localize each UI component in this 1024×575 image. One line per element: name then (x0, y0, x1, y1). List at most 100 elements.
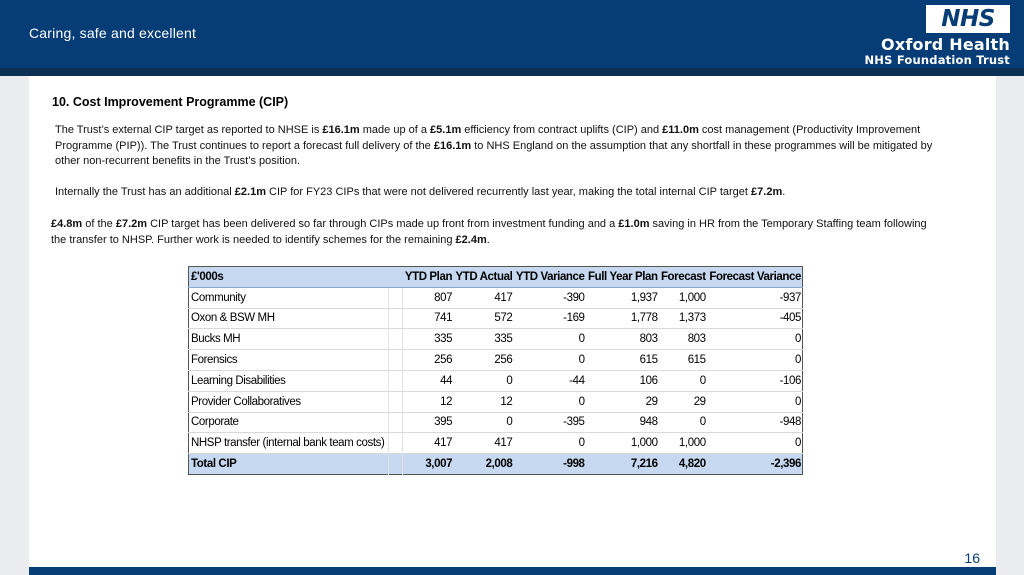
cell-row-label: Provider Collaboratives (188, 391, 389, 413)
cell-spacer (388, 391, 403, 413)
col-header-units: £'000s (188, 266, 389, 288)
cell-row-label: Corporate (188, 412, 389, 434)
cell-ytd-variance: 0 (513, 391, 586, 413)
cell-ytd-actual: 0 (453, 412, 514, 434)
paragraph-text: of the (82, 218, 116, 230)
cell-ytd-variance: -998 (563, 458, 585, 471)
cell-forecast-variance: -948 (706, 412, 803, 434)
cell-ytd-actual: 417 (453, 287, 514, 309)
cip-table: £'000s YTD Plan YTD Actual YTD Variance … (188, 266, 803, 475)
paragraph-text: Internally the Trust has an additional (55, 186, 235, 198)
cell-full-year-plan: 1,937 (585, 287, 659, 309)
cell-row-label: Learning Disabilities (188, 370, 389, 392)
cell-row-label: NHSP transfer (internal bank team costs) (188, 432, 389, 455)
cell-row-label: Bucks MH (188, 328, 389, 351)
cell-row-label: Forensics (188, 349, 389, 371)
cell-ytd-variance: -44 (513, 370, 586, 392)
cell-ytd-plan: 3,007 (425, 458, 453, 471)
cell-forecast: 803 (658, 328, 707, 351)
paragraph-text: CIP for FY23 CIPs that were not delivere… (265, 186, 752, 198)
cell-spacer (388, 308, 403, 330)
amount-highlight: £7.2m (115, 218, 148, 230)
cell-ytd-actual: 417 (453, 432, 514, 455)
cell-spacer (388, 412, 403, 434)
amount-highlight: £5.1m (430, 124, 462, 136)
paragraph-delivery: £4.8m of the £7.2m CIP target has been d… (51, 217, 931, 248)
cell-forecast-variance: 0 (706, 349, 803, 371)
cell-forecast: 615 (658, 349, 707, 371)
amount-highlight: £2.4m (455, 233, 487, 246)
table-row: Oxon & BSW MH 741 572 -169 1,778 1,373 -405 (188, 308, 803, 330)
cell-forecast-variance: 0 (706, 391, 803, 413)
cell-forecast: 0 (658, 370, 707, 392)
amount-highlight: £7.2m (751, 186, 783, 198)
col-header-ytd-plan: YTD Plan (402, 266, 454, 288)
table-row: Community 807 417 -390 1,937 1,000 -937 (188, 287, 803, 309)
cell-ytd-actual: 12 (453, 391, 514, 413)
col-header-ytd-variance: YTD Variance (513, 266, 586, 288)
paragraph-external-target: The Trust’s external CIP target as repor… (55, 123, 935, 170)
table-row: Corporate 395 0 -395 948 0 -948 (188, 412, 803, 434)
cell-ytd-variance: 0 (513, 432, 586, 455)
cell-forecast: 1,000 (658, 432, 707, 455)
cell-full-year-plan: 948 (585, 412, 659, 434)
cell-row-label: Oxon & BSW MH (188, 308, 389, 330)
table-total-row: Total CIP 3,007 2,008 -998 7,216 4,820 -2,396 (188, 453, 803, 475)
cell-forecast: 29 (658, 391, 707, 413)
cell-ytd-plan: 741 (402, 308, 454, 330)
paragraph-internal-target: Internally the Trust has an additional £… (55, 185, 935, 201)
amount-highlight: £11.0m (662, 124, 699, 136)
cell-ytd-variance: 0 (513, 328, 586, 351)
table-row: Forensics 256 256 0 615 615 0 (188, 349, 803, 371)
cell-spacer (388, 349, 403, 371)
cell-ytd-plan: 417 (402, 432, 454, 455)
cell-ytd-variance: -395 (513, 412, 586, 434)
cell-spacer (388, 453, 403, 475)
cell-ytd-actual: 572 (453, 308, 514, 330)
paragraph-text: made up of a (359, 124, 431, 136)
paragraph-text: . (486, 233, 490, 246)
cell-spacer (388, 370, 403, 392)
tagline: Caring, safe and excellent (29, 25, 197, 41)
section-title: 10. Cost Improvement Programme (CIP) (52, 95, 289, 109)
cell-ytd-actual: 0 (453, 370, 514, 392)
col-header-forecast-variance: Forecast Variance (706, 266, 803, 288)
cell-forecast: 1,000 (658, 287, 707, 309)
cell-ytd-variance: 0 (513, 349, 586, 371)
cell-spacer (388, 328, 403, 351)
paragraph-text: CIP target has been delivered so far thr… (147, 218, 619, 230)
cell-ytd-variance: -169 (513, 308, 586, 330)
cell-forecast: 0 (658, 412, 707, 434)
org-subtitle: NHS Foundation Trust (864, 53, 1010, 67)
cell-full-year-plan: 7,216 (630, 458, 658, 471)
cell-full-year-plan: 106 (585, 370, 659, 392)
cell-row-label: Total CIP (188, 453, 389, 475)
paragraph-text: . (782, 186, 786, 198)
amount-highlight: £16.1m (322, 124, 360, 136)
cell-forecast: 1,373 (658, 308, 707, 330)
footer-bar (29, 567, 996, 575)
org-name: Oxford Health (881, 35, 1010, 54)
cell-ytd-plan: 44 (402, 370, 454, 392)
paragraph-text: efficiency from contract uplifts (CIP) a… (461, 124, 663, 136)
col-header-forecast: Forecast (658, 266, 707, 288)
cell-forecast-variance: -405 (706, 308, 803, 330)
cell-full-year-plan: 1,000 (585, 432, 659, 455)
cell-spacer (388, 432, 403, 455)
col-header-full-year-plan: Full Year Plan (585, 266, 659, 288)
paragraph-text: saving in HR from the Temporary Staffing… (51, 218, 927, 246)
paragraph-text: The Trust’s external CIP target as repor… (55, 124, 323, 136)
cell-ytd-plan: 335 (402, 328, 454, 351)
cell-forecast-variance: -2,396 (770, 458, 802, 471)
cell-full-year-plan: 803 (585, 328, 659, 351)
cell-ytd-plan: 395 (402, 412, 454, 434)
cell-forecast-variance: -937 (706, 287, 803, 309)
col-header-spacer (388, 266, 403, 288)
table-row: Provider Collaboratives 12 12 0 29 29 0 (188, 391, 803, 413)
cell-ytd-variance: -390 (513, 287, 586, 309)
table-row: Learning Disabilities 44 0 -44 106 0 -106 (188, 370, 803, 392)
cell-full-year-plan: 1,778 (585, 308, 659, 330)
amount-highlight: £16.1m (433, 139, 472, 152)
cell-forecast-variance: 0 (706, 328, 803, 351)
paragraph-text: to NHS England on the assumption that an… (55, 139, 933, 168)
